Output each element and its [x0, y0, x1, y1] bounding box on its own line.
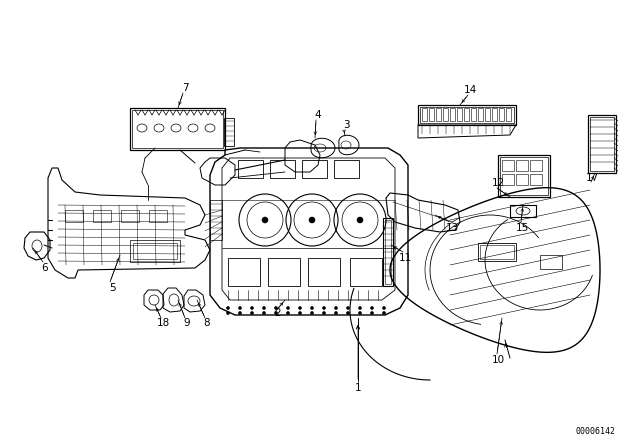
Circle shape — [335, 311, 337, 314]
Bar — [210, 200, 222, 240]
Circle shape — [346, 311, 349, 314]
Circle shape — [287, 306, 289, 310]
Text: 12: 12 — [492, 178, 504, 188]
Circle shape — [250, 306, 253, 310]
Bar — [130, 108, 225, 150]
Text: 8: 8 — [204, 318, 211, 328]
Bar — [516, 160, 528, 171]
Circle shape — [227, 306, 230, 310]
Text: 14: 14 — [463, 85, 477, 95]
Circle shape — [275, 311, 278, 314]
Bar — [498, 155, 550, 197]
Circle shape — [371, 311, 374, 314]
Circle shape — [310, 311, 314, 314]
Circle shape — [262, 306, 266, 310]
Circle shape — [358, 306, 362, 310]
Text: 15: 15 — [515, 223, 529, 233]
Circle shape — [335, 306, 337, 310]
Circle shape — [239, 311, 241, 314]
Bar — [480, 245, 514, 259]
Bar — [516, 174, 528, 185]
Circle shape — [298, 306, 301, 310]
Circle shape — [310, 306, 314, 310]
Bar — [478, 243, 516, 261]
Text: 17: 17 — [586, 173, 598, 183]
Circle shape — [262, 217, 268, 223]
Bar — [500, 157, 548, 195]
Bar — [270, 160, 295, 178]
Text: 6: 6 — [42, 263, 48, 273]
Circle shape — [323, 311, 326, 314]
Circle shape — [287, 311, 289, 314]
Text: 00006142: 00006142 — [575, 427, 615, 436]
Bar — [590, 117, 614, 171]
Circle shape — [275, 306, 278, 310]
Circle shape — [323, 306, 326, 310]
Bar — [238, 160, 263, 178]
Bar — [485, 108, 490, 121]
Bar — [588, 115, 616, 173]
Bar — [132, 110, 223, 148]
Bar — [464, 108, 469, 121]
Circle shape — [239, 306, 241, 310]
Text: 10: 10 — [492, 355, 504, 365]
Bar — [302, 160, 327, 178]
Text: 7: 7 — [182, 83, 188, 93]
Text: 1: 1 — [355, 383, 362, 393]
Bar — [93, 210, 111, 222]
Text: 5: 5 — [109, 283, 116, 293]
Circle shape — [262, 311, 266, 314]
Bar — [149, 210, 167, 222]
Bar — [133, 243, 177, 259]
Bar — [471, 108, 476, 121]
Bar — [502, 160, 514, 171]
Text: 18: 18 — [156, 318, 170, 328]
Circle shape — [357, 217, 363, 223]
Text: 3: 3 — [342, 120, 349, 130]
Circle shape — [250, 311, 253, 314]
Bar — [385, 220, 391, 284]
Circle shape — [298, 311, 301, 314]
Bar — [443, 108, 448, 121]
Bar — [130, 240, 180, 262]
Bar — [334, 160, 359, 178]
Text: 13: 13 — [445, 223, 459, 233]
Bar — [228, 258, 260, 286]
Bar — [268, 258, 300, 286]
Bar — [530, 174, 542, 185]
Bar — [450, 108, 455, 121]
Bar — [530, 160, 542, 171]
Bar — [350, 258, 382, 286]
Bar — [478, 108, 483, 121]
Bar — [457, 108, 462, 121]
Bar — [436, 108, 441, 121]
Bar — [308, 258, 340, 286]
Bar — [510, 205, 536, 217]
Circle shape — [346, 306, 349, 310]
Bar — [506, 108, 511, 121]
Circle shape — [358, 311, 362, 314]
Text: 11: 11 — [398, 253, 412, 263]
Circle shape — [383, 311, 385, 314]
Circle shape — [227, 311, 230, 314]
Text: 2: 2 — [275, 308, 282, 318]
Bar — [540, 255, 562, 269]
Bar — [499, 108, 504, 121]
Bar — [492, 108, 497, 121]
Bar — [65, 210, 83, 222]
Bar — [502, 174, 514, 185]
Bar — [429, 108, 434, 121]
Bar — [420, 107, 514, 123]
Bar — [383, 218, 393, 286]
Circle shape — [371, 306, 374, 310]
Bar — [224, 118, 234, 146]
Circle shape — [309, 217, 315, 223]
Text: 4: 4 — [315, 110, 321, 120]
Bar — [418, 105, 516, 125]
Text: 9: 9 — [184, 318, 190, 328]
Bar — [121, 210, 139, 222]
Circle shape — [383, 306, 385, 310]
Bar — [422, 108, 427, 121]
